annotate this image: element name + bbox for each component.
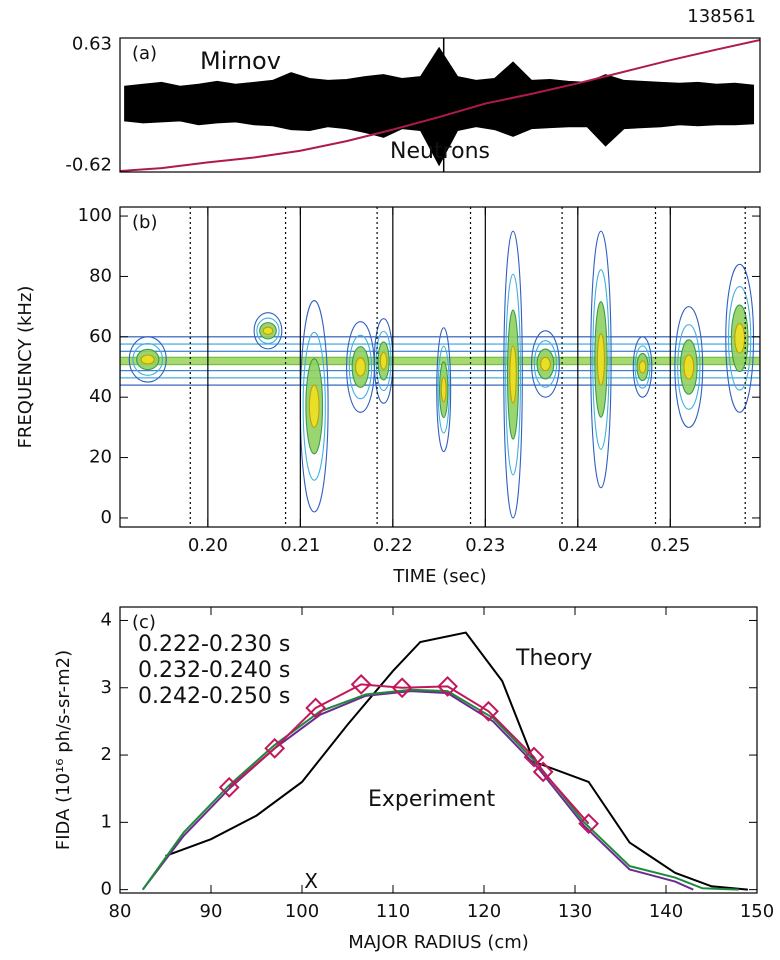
contour bbox=[533, 340, 558, 388]
x-tick-label: 120 bbox=[467, 901, 501, 922]
y-tick-label: 4 bbox=[101, 609, 112, 630]
plot-frame bbox=[119, 37, 761, 173]
contour bbox=[592, 269, 610, 450]
x-tick-label: 140 bbox=[649, 901, 683, 922]
contour bbox=[308, 384, 320, 428]
plot-area bbox=[120, 207, 760, 527]
diamond-marker bbox=[350, 673, 372, 695]
y-tick-label: 20 bbox=[89, 447, 112, 468]
contour bbox=[440, 376, 447, 403]
contour bbox=[128, 336, 167, 383]
plot-frame bbox=[119, 206, 761, 528]
contour bbox=[683, 354, 695, 380]
shot-number: 138561 bbox=[687, 6, 756, 27]
contour bbox=[355, 357, 366, 377]
x-tick-label: 110 bbox=[376, 901, 410, 922]
series-label: Mirnov bbox=[200, 47, 281, 75]
panel-label: (b) bbox=[132, 212, 157, 233]
y-tick-label: 40 bbox=[89, 386, 112, 407]
contour bbox=[348, 334, 373, 400]
y-tick-label: 60 bbox=[89, 326, 112, 347]
diamond-marker bbox=[218, 776, 240, 798]
contour bbox=[677, 324, 701, 410]
contour bbox=[725, 263, 755, 413]
diamond-marker bbox=[437, 675, 459, 697]
legend-entry: 0.222-0.230 s bbox=[138, 632, 290, 657]
contour bbox=[531, 330, 560, 398]
y-tick-label: 100 bbox=[78, 205, 112, 226]
series-line bbox=[228, 683, 590, 825]
y-axis-label: FREQUENCY (kHz) bbox=[15, 286, 36, 449]
contour bbox=[540, 356, 551, 372]
diamond-marker bbox=[523, 746, 545, 768]
contour bbox=[734, 322, 746, 354]
contour bbox=[436, 327, 452, 453]
legend-entry: 0.242-0.250 s bbox=[138, 684, 290, 709]
x-axis-label: TIME (sec) bbox=[392, 566, 486, 587]
contour bbox=[256, 317, 280, 345]
x-axis-label: MAJOR RADIUS (cm) bbox=[348, 932, 529, 953]
contour bbox=[262, 326, 274, 335]
x-tick-label: 150 bbox=[740, 901, 774, 922]
contour bbox=[379, 351, 388, 370]
contour bbox=[302, 331, 326, 481]
contour bbox=[503, 230, 523, 519]
series-label: Neutrons bbox=[390, 139, 490, 164]
annotation: Experiment bbox=[368, 787, 495, 812]
y-tick-label: 0.63 bbox=[72, 34, 112, 55]
contour bbox=[505, 273, 522, 476]
y-tick-label: 0 bbox=[101, 879, 112, 900]
diamond-marker bbox=[391, 677, 413, 699]
x-tick-label: 90 bbox=[200, 901, 223, 922]
diamond-marker bbox=[578, 813, 600, 835]
diamond-marker bbox=[264, 737, 286, 759]
contour bbox=[375, 330, 392, 392]
y-tick-label: -0.62 bbox=[65, 154, 112, 175]
contour bbox=[437, 345, 450, 434]
y-tick-label: 3 bbox=[101, 677, 112, 698]
curve-label: Theory bbox=[515, 646, 592, 671]
panel-label: (c) bbox=[132, 612, 156, 633]
x-tick-label: 0.24 bbox=[558, 535, 598, 556]
contour bbox=[638, 360, 647, 374]
panel-label: (a) bbox=[132, 43, 157, 64]
contour bbox=[590, 230, 612, 489]
contour bbox=[132, 343, 164, 376]
x-tick-label: 0.23 bbox=[465, 535, 505, 556]
y-tick-label: 0 bbox=[101, 507, 112, 528]
contour bbox=[253, 312, 283, 350]
y-axis-label: FIDA (10¹⁶ ph/s-sr-m2) bbox=[53, 650, 74, 850]
neutron-line bbox=[120, 38, 760, 172]
y-tick-label: 80 bbox=[89, 265, 112, 286]
plot-frame bbox=[119, 606, 758, 894]
legend-entry: 0.232-0.240 s bbox=[138, 658, 290, 683]
contour bbox=[140, 354, 155, 365]
contour bbox=[632, 336, 653, 398]
y-tick-label: 1 bbox=[101, 811, 112, 832]
plot-area bbox=[141, 631, 748, 891]
x-tick-label: 130 bbox=[558, 901, 592, 922]
contour bbox=[596, 333, 606, 386]
x-tick-label: 100 bbox=[285, 901, 319, 922]
contour bbox=[634, 345, 651, 389]
diamond-marker bbox=[478, 700, 499, 722]
series-line bbox=[141, 688, 739, 891]
diamond-marker bbox=[305, 697, 327, 719]
contour bbox=[509, 345, 517, 404]
contour bbox=[674, 306, 704, 428]
mode-band bbox=[120, 350, 760, 372]
x-tick-label: 0.21 bbox=[280, 535, 320, 556]
x-tick-label: 0.22 bbox=[373, 535, 413, 556]
x-tick-label: 80 bbox=[109, 901, 132, 922]
theory-line bbox=[165, 631, 748, 891]
y-tick-label: 2 bbox=[101, 744, 112, 765]
diamond-marker bbox=[532, 761, 554, 783]
mirnov-signal bbox=[124, 46, 755, 167]
plot-area bbox=[120, 38, 760, 172]
point-marker: X bbox=[304, 869, 318, 893]
contour bbox=[728, 285, 752, 391]
x-tick-label: 0.25 bbox=[650, 535, 690, 556]
x-tick-label: 0.20 bbox=[188, 535, 228, 556]
